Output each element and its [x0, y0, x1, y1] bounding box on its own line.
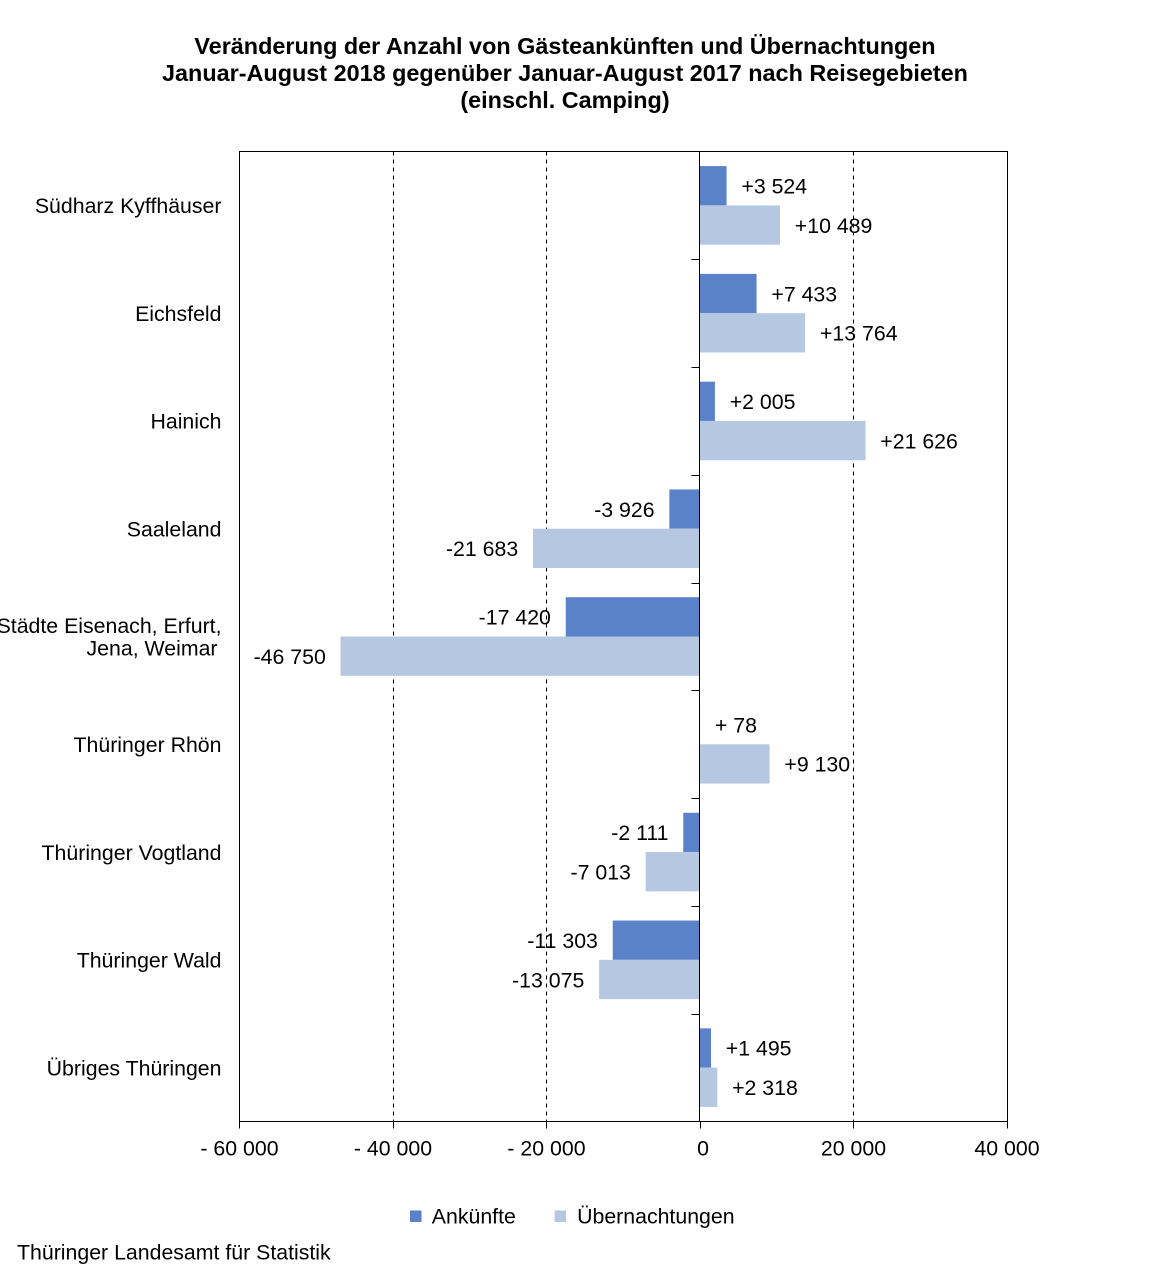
- svg-text:Übernachtungen: Übernachtungen: [577, 1204, 734, 1228]
- svg-text:(einschl. Camping): (einschl. Camping): [460, 87, 669, 113]
- svg-text:-2 111: -2 111: [611, 821, 668, 845]
- svg-text:- 60 000: - 60 000: [200, 1137, 278, 1161]
- svg-text:+2 005: +2 005: [730, 390, 796, 414]
- svg-text:40 000: 40 000: [974, 1137, 1039, 1161]
- svg-text:Januar-August 2018 gegenüber J: Januar-August 2018 gegenüber Januar-Augu…: [162, 60, 968, 86]
- svg-text:-46 750: -46 750: [254, 645, 326, 669]
- svg-text:Thüringer Landesamt für Statis: Thüringer Landesamt für Statistik: [17, 1241, 331, 1265]
- svg-text:+1 495: +1 495: [726, 1037, 792, 1061]
- svg-text:+9 130: +9 130: [784, 753, 850, 777]
- svg-text:Thüringer Vogtland: Thüringer Vogtland: [42, 841, 222, 865]
- svg-text:- 20 000: - 20 000: [507, 1137, 585, 1161]
- svg-text:Veränderung der Anzahl von Gäs: Veränderung der Anzahl von Gästeankünfte…: [194, 33, 935, 59]
- svg-text:Übriges Thüringen: Übriges Thüringen: [47, 1056, 222, 1080]
- svg-text:+13 764: +13 764: [820, 322, 898, 346]
- svg-text:+10 489: +10 489: [795, 214, 873, 238]
- svg-text:Saaleland: Saaleland: [127, 518, 222, 542]
- svg-text:- 40 000: - 40 000: [354, 1137, 432, 1161]
- svg-text:Thüringer Rhön: Thüringer Rhön: [74, 733, 222, 757]
- svg-text:-13 075: -13 075: [512, 968, 584, 992]
- svg-text:Thüringer Wald: Thüringer Wald: [77, 949, 222, 973]
- svg-text:Eichsfeld: Eichsfeld: [135, 302, 221, 326]
- svg-text:+7 433: +7 433: [771, 282, 837, 306]
- svg-text:0: 0: [697, 1137, 709, 1161]
- svg-text:Städte Eisenach, Erfurt,: Städte Eisenach, Erfurt,: [0, 614, 222, 638]
- svg-text:Südharz Kyffhäuser: Südharz Kyffhäuser: [35, 194, 222, 218]
- svg-text:Ankünfte: Ankünfte: [432, 1204, 516, 1228]
- svg-text:20 000: 20 000: [821, 1137, 886, 1161]
- svg-text:-7 013: -7 013: [571, 861, 631, 885]
- svg-text:+3 524: +3 524: [741, 175, 807, 199]
- svg-text:-21 683: -21 683: [446, 537, 518, 561]
- svg-text:-17 420: -17 420: [479, 606, 551, 630]
- svg-text:-3 926: -3 926: [594, 498, 654, 522]
- svg-text:Jena, Weimar: Jena, Weimar: [87, 636, 218, 660]
- svg-text:+ 78: + 78: [715, 713, 757, 737]
- svg-text:Hainich: Hainich: [150, 410, 221, 434]
- svg-text:-11 303: -11 303: [527, 929, 598, 953]
- svg-text:+2 318: +2 318: [732, 1076, 798, 1100]
- svg-text:+21 626: +21 626: [880, 429, 958, 453]
